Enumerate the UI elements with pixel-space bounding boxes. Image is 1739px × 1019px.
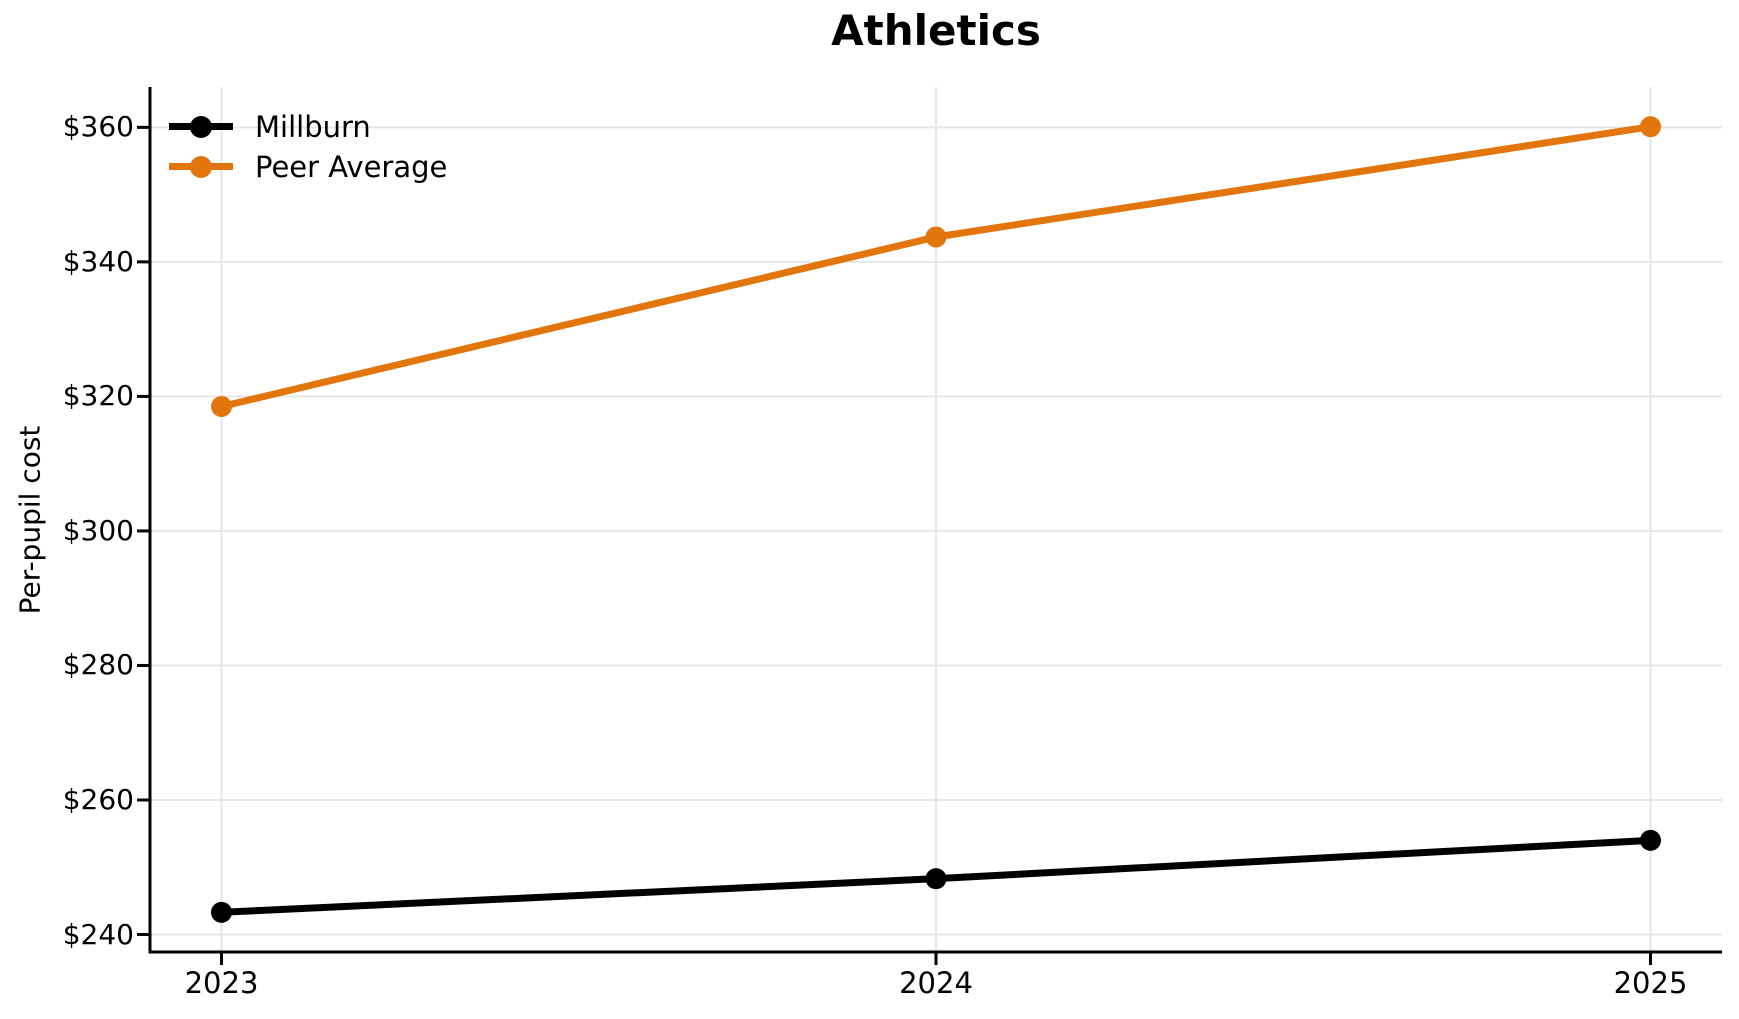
y-tick-label: $240 (62, 917, 134, 951)
millburn-marker-icon (190, 115, 212, 138)
legend-label: Millburn (255, 109, 371, 144)
peer-average-marker-icon (190, 155, 212, 178)
x-tick-label: 2025 (1613, 966, 1688, 1000)
legend-item-millburn: Millburn (169, 107, 447, 146)
y-tick-label: $360 (62, 110, 134, 144)
legend: Millburn Peer Average (169, 107, 447, 186)
legend-item-peer-average: Peer Average (169, 147, 447, 186)
y-tick-label: $340 (62, 244, 134, 278)
data-point-peer-average (1640, 116, 1661, 138)
y-tick-label: $300 (62, 513, 134, 547)
data-point-millburn (1640, 829, 1661, 851)
millburn-line-swatch-icon (169, 115, 233, 138)
data-point-millburn (925, 868, 947, 890)
chart-title: Athletics (831, 6, 1041, 55)
x-tick-label: 2023 (184, 966, 259, 1000)
data-point-peer-average (211, 395, 232, 417)
data-point-millburn (211, 901, 232, 923)
y-tick-label: $320 (62, 379, 134, 413)
legend-label: Peer Average (255, 149, 448, 184)
x-tick-label: 2024 (899, 966, 973, 1000)
peer-average-line-swatch-icon (169, 155, 233, 178)
y-tick-label: $280 (62, 648, 134, 682)
data-point-peer-average (925, 226, 947, 248)
y-tick-label: $260 (62, 782, 134, 816)
